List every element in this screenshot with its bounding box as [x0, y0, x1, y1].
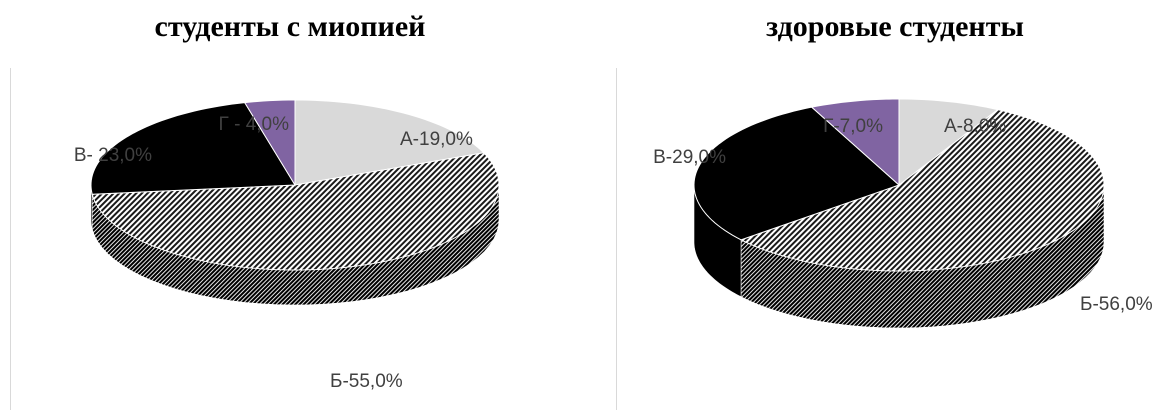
pie-slice-g — [243, 99, 296, 187]
pie-slice-b — [739, 109, 1105, 272]
chart-title-healthy: здоровые студенты — [766, 10, 1024, 43]
pie-label-v: В-29,0% — [653, 147, 726, 168]
pie-slice-a — [294, 99, 485, 186]
chart-frame-left — [10, 68, 11, 410]
pie-slice-v — [90, 102, 296, 195]
pie-label-g: Г - 4,0% — [219, 114, 290, 135]
pie-slice-a — [898, 98, 999, 187]
pie-slice-b — [91, 152, 500, 271]
pie-label-b: Б-56,0% — [1080, 294, 1153, 315]
pie-slice-v — [693, 106, 900, 241]
pie-chart-1: А-8,0% Б-56,0% В-29,0% Г-7,0% — [653, 98, 1153, 329]
pie-label-a: А-19,0% — [400, 129, 473, 150]
pie-label-a: А-8,0% — [944, 116, 1006, 137]
pie-label-b: Б-55,0% — [330, 371, 403, 392]
chart-frame-right — [616, 68, 617, 410]
pie-chart-0: А-19,0% Б-55,0% В- 23,0% Г - 4,0% — [74, 99, 500, 392]
pie-slice-g — [810, 98, 900, 187]
pie-label-g: Г-7,0% — [823, 116, 883, 137]
chart-title-myopia: студенты с миопией — [154, 10, 426, 43]
pie-label-v: В- 23,0% — [74, 145, 152, 166]
